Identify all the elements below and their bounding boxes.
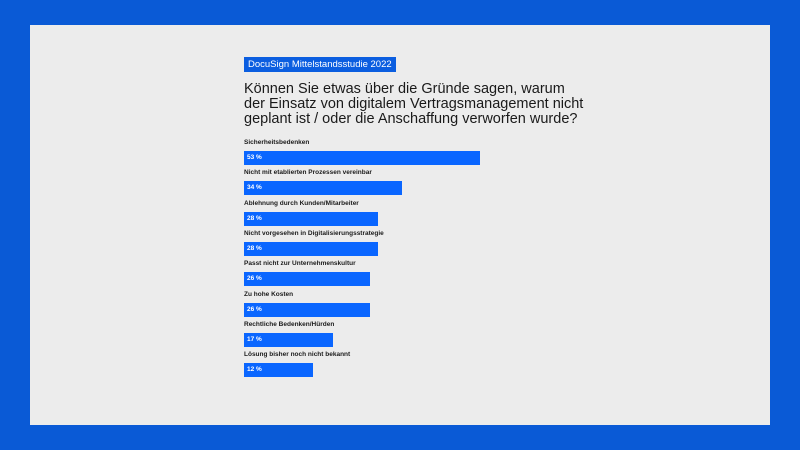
bar-value-label: 26 %	[247, 305, 262, 313]
bar-row: Ablehnung durch Kunden/Mitarbeiter 28 %	[244, 200, 378, 230]
bar-value-label: 17 %	[247, 335, 262, 343]
bar-label: Ablehnung durch Kunden/Mitarbeiter	[244, 199, 359, 207]
bar: 28 %	[244, 241, 378, 256]
bar-row: Sicherheitsbedenken 53 %	[244, 139, 480, 169]
bar-label: Lösung bisher noch nicht bekannt	[244, 351, 351, 359]
bar: 53 %	[244, 151, 480, 165]
bar-label: Nicht mit etablierten Prozessen vereinba…	[244, 169, 372, 177]
chart-panel	[30, 25, 770, 425]
bar: 28 %	[244, 211, 378, 226]
bar-row: Zu hohe Kosten 26 %	[244, 291, 370, 321]
bar-value-label: 53 %	[247, 154, 262, 161]
bar: 17 %	[244, 332, 334, 347]
bar-row: Nicht vorgesehen in Digitalisierungsstra…	[244, 230, 384, 260]
bar-row: Rechtliche Bedenken/Hürden 17 %	[244, 321, 334, 351]
bar-row: Lösung bisher noch nicht bekannt 12 %	[244, 351, 350, 381]
bar: 26 %	[244, 302, 370, 317]
chart-title: Können Sie etwas über die Gründe sagen, …	[244, 81, 584, 127]
bar-label: Sicherheitsbedenken	[244, 139, 310, 146]
bar-value-label: 26 %	[247, 275, 262, 283]
bar-value-label: 28 %	[247, 244, 262, 252]
bar-value-label: 34 %	[247, 184, 262, 192]
bar: 12 %	[244, 363, 313, 378]
bar-row: Passt nicht zur Unternehmenskultur 26 %	[244, 260, 370, 290]
bar: 34 %	[244, 181, 403, 196]
study-badge: DocuSign Mittelstandsstudie 2022	[244, 57, 396, 72]
bar-label: Rechtliche Bedenken/Hürden	[244, 320, 335, 328]
bar-label: Nicht vorgesehen in Digitalisierungsstra…	[244, 229, 384, 237]
bar-value-label: 28 %	[247, 214, 262, 222]
bar: 26 %	[244, 272, 370, 287]
bar-label: Zu hohe Kosten	[244, 290, 294, 298]
bar-row: Nicht mit etablierten Prozessen vereinba…	[244, 169, 403, 199]
bar-value-label: 12 %	[247, 366, 262, 374]
bar-label: Passt nicht zur Unternehmenskultur	[244, 260, 356, 268]
